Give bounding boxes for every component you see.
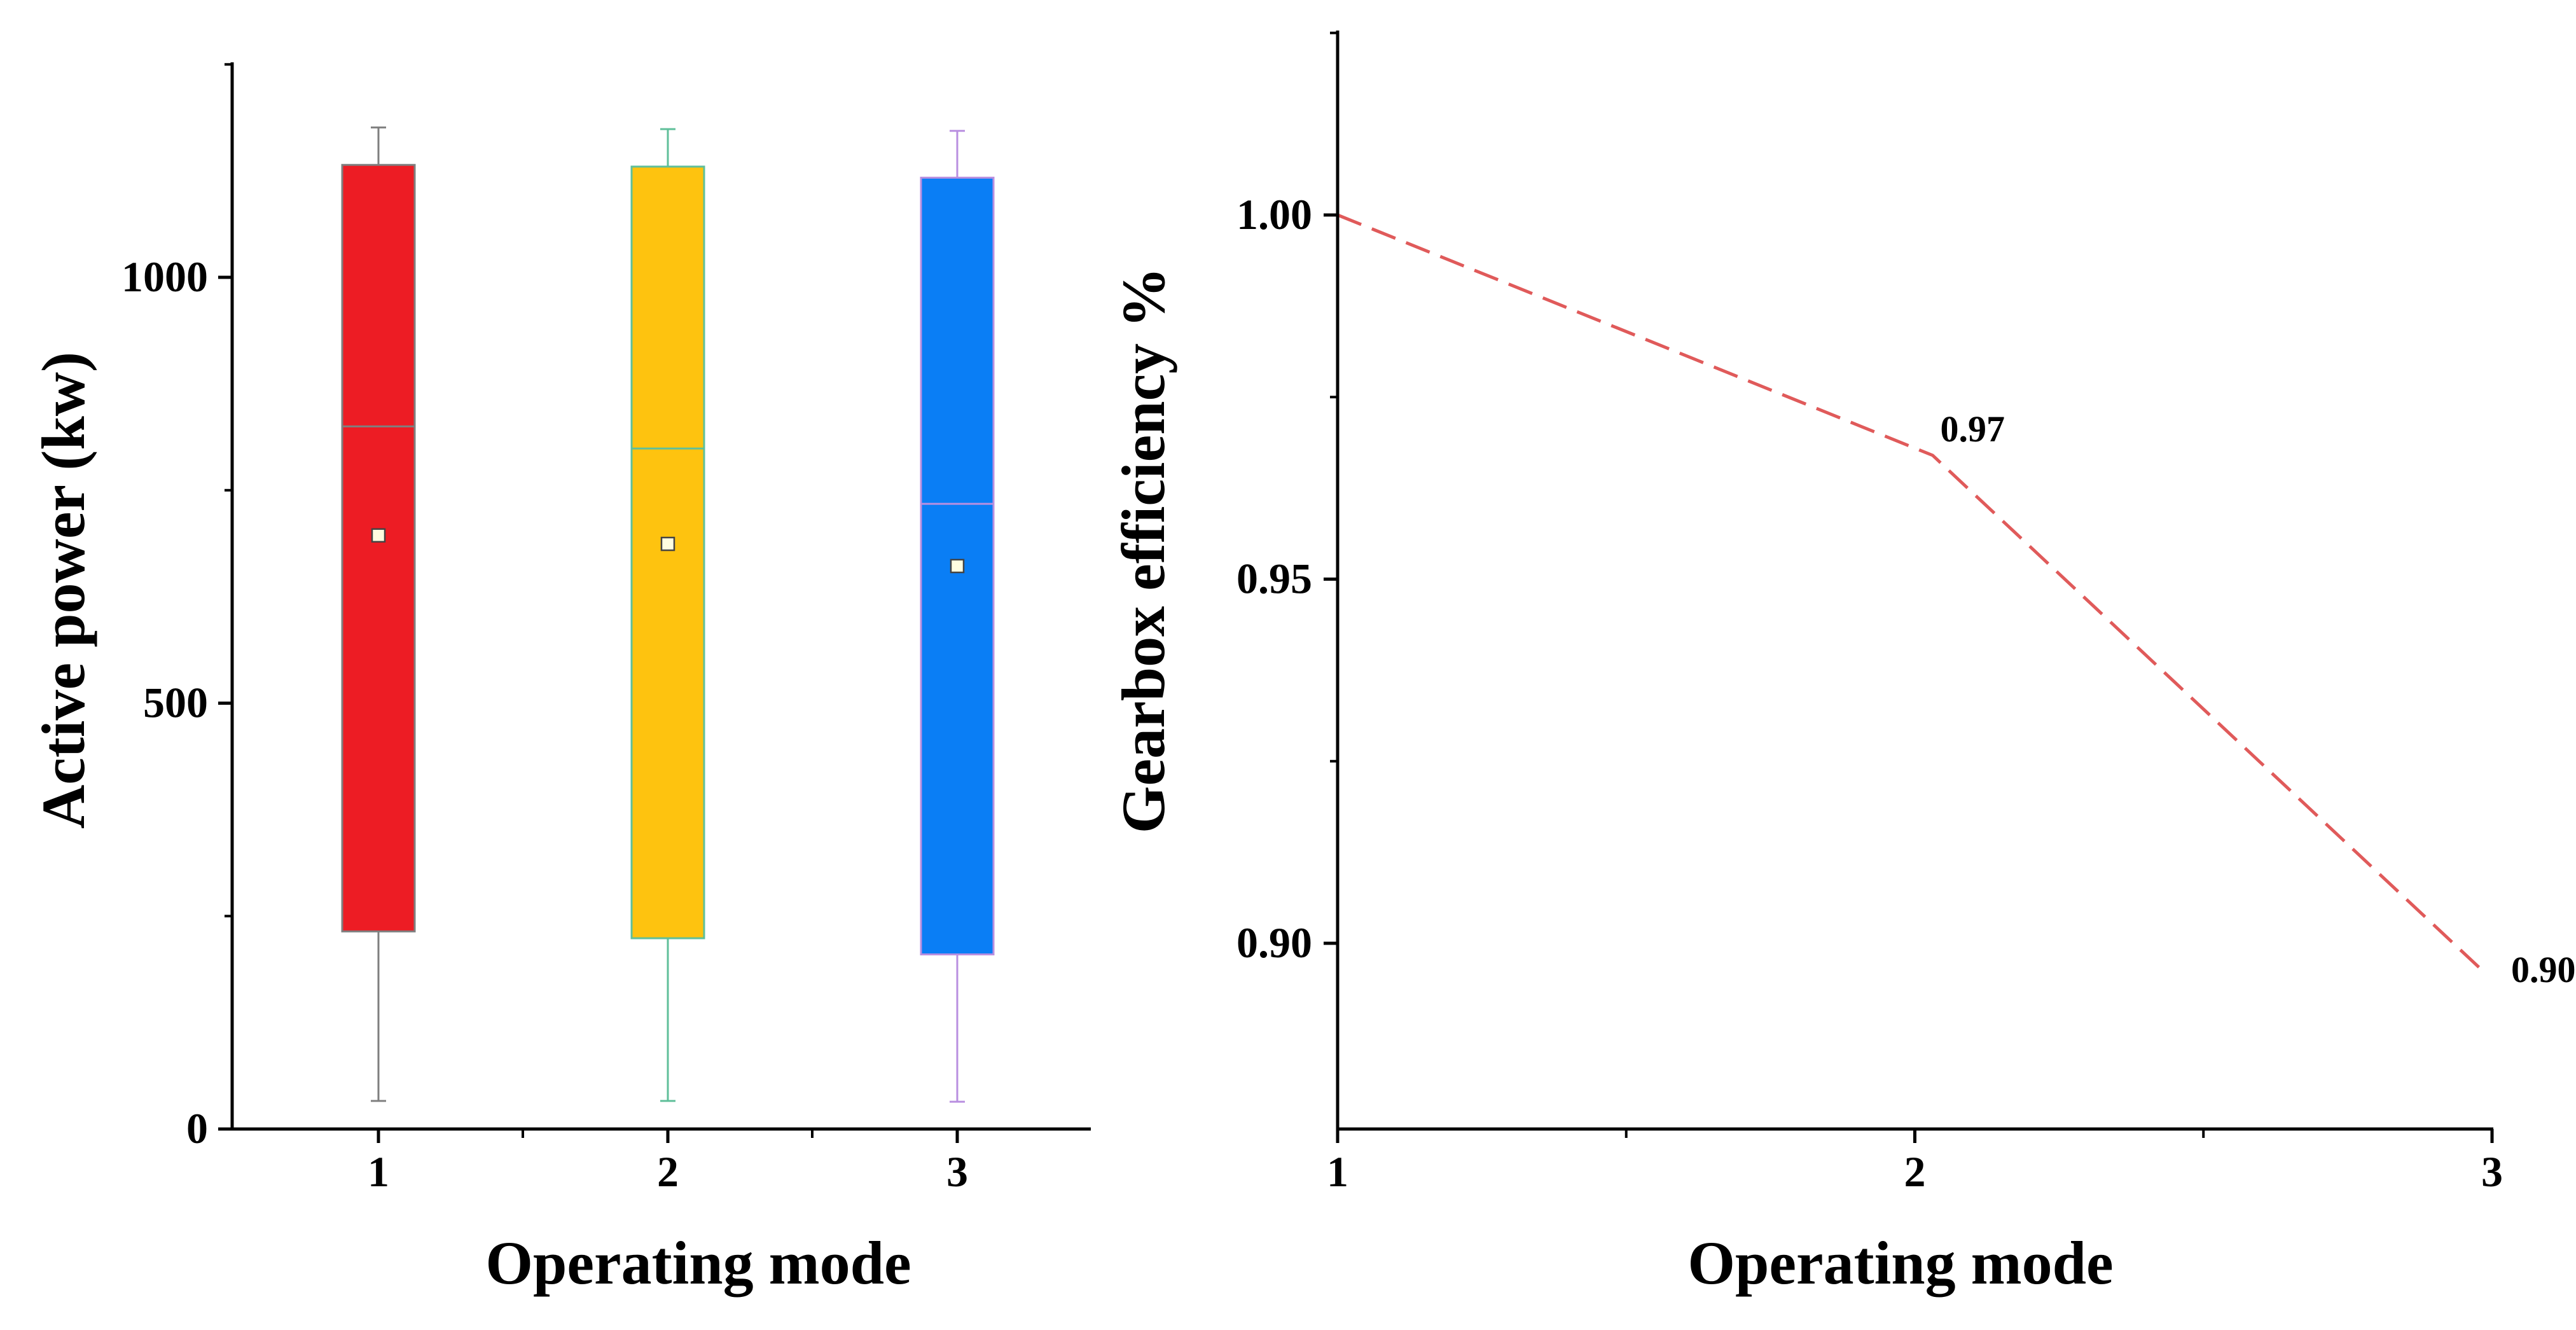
box-plot-x-tick-label: 1 <box>368 1147 389 1196</box>
data-label: 0.97 <box>1941 408 2005 450</box>
line-chart-x-axis-title: Operating mode <box>1687 1229 2113 1297</box>
box-plot-y-tick-label: 1000 <box>121 253 208 301</box>
line-chart-x-tick-label: 2 <box>1904 1147 1926 1196</box>
box-plot-y-tick-label: 500 <box>143 679 208 727</box>
line-chart-x-tick-label: 3 <box>2481 1147 2503 1196</box>
box-plot-x-tick-label: 3 <box>946 1147 968 1196</box>
box-plot-chart: 0 500 1000 1 2 3 Operating mode Active power … <box>29 62 1091 1297</box>
box-body <box>341 163 416 932</box>
box-3 <box>920 130 995 1103</box>
line-chart-y-tick-label: 1.00 <box>1236 190 1312 239</box>
box-plot-y-tick-label: 0 <box>186 1104 208 1153</box>
box-plot-x-axis-title: Operating mode <box>485 1229 911 1297</box>
line-chart-y-tick-label: 0.90 <box>1236 918 1312 967</box>
box-mean-marker <box>660 536 675 551</box>
box-mean-marker <box>371 528 386 543</box>
box-plot-x-tick-label: 2 <box>657 1147 679 1196</box>
line-chart-ticks: 0.90 0.95 1.00 1 2 3 <box>1236 31 2503 1196</box>
box-body <box>630 165 705 939</box>
line-chart-y-tick-label: 0.95 <box>1236 555 1312 603</box>
line-chart-y-axis-title: Gearbox efficiency % <box>1109 267 1177 833</box>
line-chart-x-tick-label: 1 <box>1327 1147 1348 1196</box>
box-2 <box>630 128 705 1102</box>
box-plot-ticks: 0 500 1000 1 2 3 <box>121 63 968 1196</box>
series-line-gearbox-efficiency <box>1337 213 2486 974</box>
box-1 <box>341 126 416 1102</box>
box-plot-area <box>341 126 995 1103</box>
line-plot-area: 0.97 0.90 <box>1337 213 2576 990</box>
box-mean-marker <box>950 558 965 574</box>
data-label: 0.90 <box>2511 949 2576 990</box>
box-plot-y-axis-title: Active power (kw) <box>29 352 97 829</box>
line-chart: 0.970.90 0.900.951.001 2 3 Operating mode … <box>1109 31 2576 1297</box>
